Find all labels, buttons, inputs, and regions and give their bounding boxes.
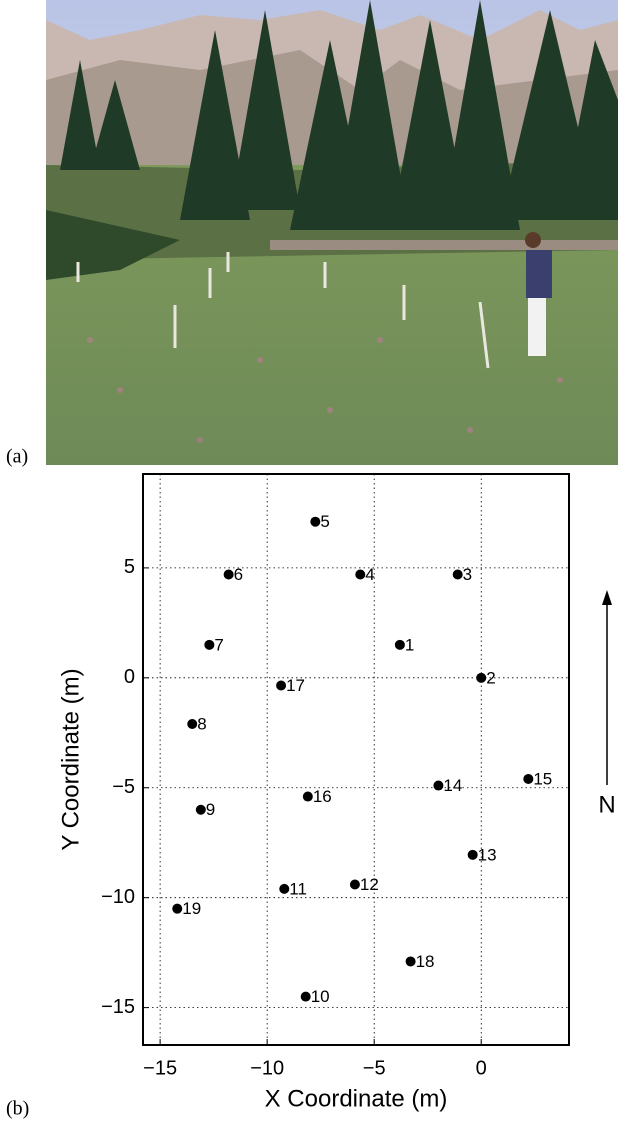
point-label: 4: [365, 565, 374, 584]
point: [172, 904, 182, 914]
point-label: 19: [182, 899, 201, 918]
point: [224, 569, 234, 579]
point: [187, 719, 197, 729]
point-label: 8: [197, 714, 206, 733]
point-label: 5: [320, 512, 329, 531]
page: {"panel_labels": ["(a)", "(b)"], "chart_…: [0, 0, 618, 1123]
point: [476, 673, 486, 683]
y-tick-label: 0: [124, 666, 135, 688]
y-tick-label: 5: [124, 556, 135, 578]
point-label: 6: [234, 565, 243, 584]
x-tick-label: −10: [250, 1057, 284, 1079]
point: [406, 956, 416, 966]
point-label: 10: [311, 987, 330, 1006]
point: [301, 992, 311, 1002]
point-label: 18: [416, 952, 435, 971]
point-label: 11: [289, 879, 307, 898]
point: [468, 850, 478, 860]
point: [453, 569, 463, 579]
point-label: 15: [533, 769, 552, 788]
plot-frame: [143, 474, 569, 1045]
x-tick-label: −15: [143, 1057, 177, 1079]
figure: (a) (b) N −15 −10 −5 0 −15 −10 −5 0 5 X Coordinat…: [0, 0, 618, 1123]
point: [196, 805, 206, 815]
panel-label: (b): [6, 1098, 29, 1120]
point: [350, 879, 360, 889]
x-axis-label: X Coordinate (m): [265, 1085, 448, 1112]
point-label: 9: [206, 800, 215, 819]
photo: [46, 0, 618, 465]
point: [303, 792, 313, 802]
point-label: 13: [478, 845, 497, 864]
x-tick-label: −5: [363, 1057, 386, 1079]
point-label: 12: [360, 875, 379, 894]
y-tick-label: −10: [101, 886, 135, 908]
point: [355, 569, 365, 579]
point: [204, 640, 214, 650]
point: [276, 681, 286, 691]
point-label: 3: [463, 565, 472, 584]
point-label: 17: [286, 676, 305, 695]
y-tick-label: −15: [101, 996, 135, 1018]
panel-label: (a): [6, 446, 28, 468]
point: [523, 774, 533, 784]
point: [433, 781, 443, 791]
y-tick-label: −5: [112, 776, 135, 798]
point-label: 7: [214, 635, 223, 654]
point-label: 1: [405, 635, 414, 654]
point-label: 16: [313, 787, 332, 806]
y-axis-label: Y Coordinate (m): [57, 668, 84, 850]
x-tick-label: 0: [476, 1057, 487, 1079]
point: [279, 884, 289, 894]
point: [395, 640, 405, 650]
point: [310, 517, 320, 527]
point-label: 2: [486, 668, 495, 687]
north-label: N: [598, 791, 615, 818]
north-arrow-head: [602, 590, 612, 605]
point-label: 14: [443, 776, 462, 795]
